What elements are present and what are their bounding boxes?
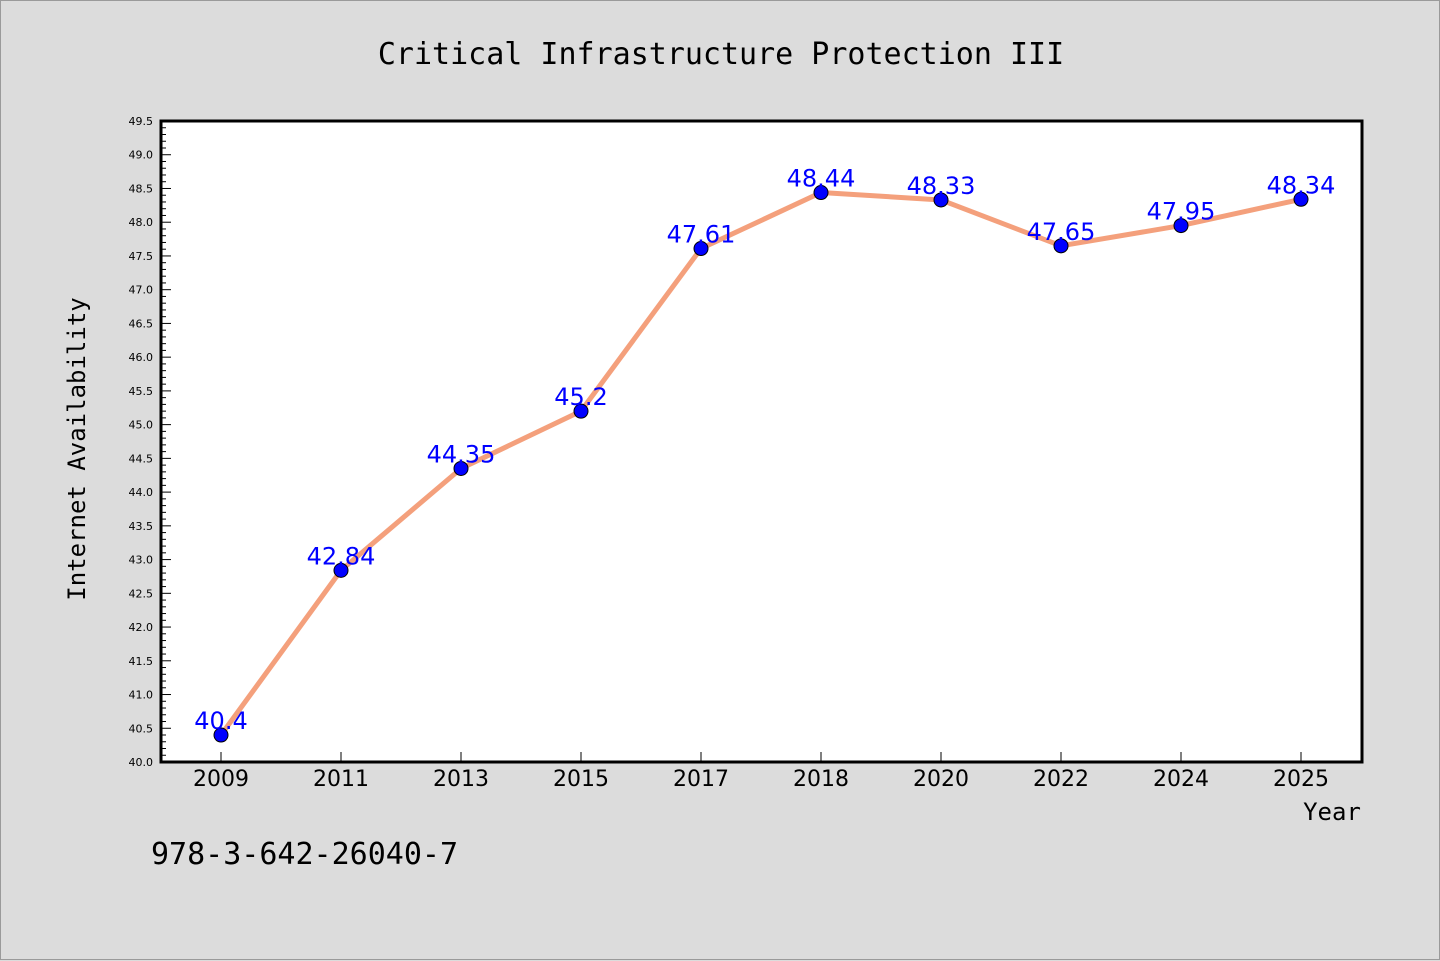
x-tick-label: 2015 — [553, 767, 609, 792]
y-tick-label: 47.5 — [129, 250, 154, 263]
y-tick-label: 44.5 — [129, 452, 154, 465]
y-tick-label: 42.5 — [129, 587, 154, 600]
data-point — [933, 192, 949, 208]
x-tick-label: 2009 — [193, 767, 249, 792]
x-tick-label: 2024 — [1153, 767, 1209, 792]
y-tick-label: 43.0 — [129, 554, 154, 567]
data-label: 48.34 — [1267, 171, 1336, 199]
series-line — [218, 190, 1302, 737]
y-tick-label: 47.0 — [129, 284, 154, 297]
y-tick-label: 43.5 — [129, 520, 154, 533]
data-point — [213, 727, 229, 743]
series-line-group — [218, 190, 1302, 737]
x-tick-label: 2013 — [433, 767, 489, 792]
data-label: 40.4 — [194, 707, 247, 735]
footnote-isbn: 978-3-642-26040-7 — [151, 837, 458, 872]
y-tick-label: 45.5 — [129, 385, 154, 398]
y-tick-label: 42.0 — [129, 621, 154, 634]
x-axis-label: Year — [1303, 798, 1361, 826]
chart-title: Critical Infrastructure Protection III — [378, 37, 1064, 72]
marker-group — [213, 185, 1309, 743]
y-tick-label: 41.0 — [129, 689, 154, 702]
x-tick-label: 2025 — [1273, 767, 1329, 792]
y-tick-label: 46.5 — [129, 317, 154, 330]
y-tick-label: 49.0 — [129, 149, 154, 162]
data-label: 47.61 — [667, 221, 736, 249]
y-tick-label: 40.0 — [129, 756, 154, 769]
data-label-group: 40.4 42.84 44.35 45.2 47.61 48.44 48.33 47.65 47… — [194, 165, 1335, 735]
data-point — [333, 562, 349, 578]
plot-frame — [159, 119, 1364, 764]
data-point — [453, 460, 469, 476]
y-tick-label: 46.0 — [129, 351, 154, 364]
data-label: 48.33 — [907, 172, 976, 200]
x-tick-label: 2011 — [313, 767, 369, 792]
data-point — [573, 403, 589, 419]
y-tick-label: 48.5 — [129, 182, 154, 195]
y-tick-label: 48.0 — [129, 216, 154, 229]
data-point — [693, 241, 709, 257]
data-label: 47.65 — [1027, 218, 1096, 246]
data-label: 44.35 — [427, 440, 496, 468]
data-label: 47.95 — [1147, 198, 1216, 226]
data-point — [813, 185, 829, 201]
data-label: 48.44 — [787, 165, 856, 193]
x-tick-label: 2018 — [793, 767, 849, 792]
data-point — [1293, 191, 1309, 207]
y-axis: 40.0 40.5 41.0 41.5 42.0 42.5 43.0 43.5 44.0 44.5… — [129, 115, 171, 769]
data-point — [1173, 218, 1189, 234]
data-point — [1053, 238, 1069, 254]
x-tick-label: 2022 — [1033, 767, 1089, 792]
y-tick-label: 45.0 — [129, 419, 154, 432]
y-tick-label: 49.5 — [129, 115, 154, 128]
data-label: 42.84 — [307, 542, 376, 570]
y-tick-label: 41.5 — [129, 655, 154, 668]
x-tick-label: 2017 — [673, 767, 729, 792]
y-tick-label: 40.5 — [129, 722, 154, 735]
x-tick-label: 2020 — [913, 767, 969, 792]
y-tick-label: 44.0 — [129, 486, 154, 499]
y-axis-label: Internet Availability — [63, 297, 91, 600]
data-label: 45.2 — [554, 383, 607, 411]
x-axis: 2009 2011 2013 2015 2017 2018 2020 2022 2024 2025 — [193, 752, 1329, 792]
